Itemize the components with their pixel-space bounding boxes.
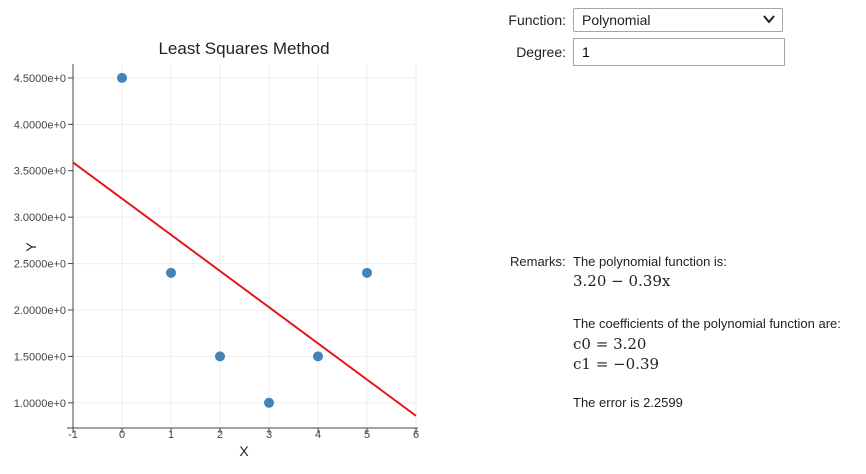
c0-name: c0 (573, 335, 591, 353)
regression-line (72, 161, 417, 417)
function-label: Function: (508, 12, 566, 28)
remarks-body: The polynomial function is: 3.20 − 0.39x… (573, 254, 863, 410)
data-points (117, 72, 372, 408)
chevron-down-icon (763, 15, 775, 24)
fit-line-layer (72, 161, 417, 417)
x-tick-label: 4 (315, 429, 321, 441)
error-text: The error is 2.2599 (573, 395, 683, 410)
x-axis-label: X (239, 443, 249, 459)
y-tick-label: 2.5000e+0 (14, 259, 66, 271)
data-point (215, 351, 225, 362)
tick-labels: -1 0 1 2 3 4 5 6 1.0000e+0 1.5000e+0 2.0000e+0 2.50… (14, 73, 419, 441)
y-axis-label: Y (23, 242, 39, 252)
data-point (362, 267, 372, 278)
x-tick-label: 5 (364, 429, 370, 441)
x-tick-label: -1 (68, 429, 78, 441)
data-point (117, 72, 127, 83)
remarks-label: Remarks: (510, 254, 566, 269)
chart-title: Least Squares Method (158, 39, 329, 58)
chart-area: Least Squares Method -1 0 1 2 3 4 5 6 1.0000e+0 1… (14, 39, 419, 459)
y-tick-label: 1.0000e+0 (14, 398, 66, 410)
data-point (264, 397, 274, 408)
x-tick-label: 3 (266, 429, 272, 441)
degree-label: Degree: (516, 44, 566, 60)
grid-lines (72, 64, 417, 426)
coefficient-c1: c1 = −0.39 (573, 355, 863, 373)
polynomial-intro: The polynomial function is: (573, 254, 727, 269)
x-tick-label: 1 (168, 429, 174, 441)
polynomial-expression: 3.20 − 0.39x (573, 272, 671, 290)
least-squares-chart: Least Squares Method -1 0 1 2 3 4 5 6 1.0000e+0 1… (14, 39, 419, 459)
y-tick-label: 4.5000e+0 (14, 73, 66, 85)
c0-value: = 3.20 (595, 335, 647, 353)
axes (67, 64, 418, 429)
coefficients-intro: The coefficients of the polynomial funct… (573, 316, 841, 331)
x-tick-label: 6 (413, 429, 419, 441)
function-select-value: Polynomial (582, 12, 651, 28)
data-point (166, 267, 176, 278)
y-tick-label: 3.0000e+0 (14, 212, 66, 224)
data-point (313, 351, 323, 362)
coefficient-c0: c0 = 3.20 (573, 335, 863, 353)
y-tick-label: 1.5000e+0 (14, 351, 66, 363)
function-select[interactable]: Polynomial (573, 8, 783, 32)
c1-value: = −0.39 (595, 355, 660, 373)
y-tick-label: 2.0000e+0 (14, 305, 66, 317)
x-tick-label: 2 (217, 429, 223, 441)
y-tick-label: 4.0000e+0 (14, 119, 66, 131)
c1-name: c1 (573, 355, 591, 373)
y-tick-label: 3.5000e+0 (14, 166, 66, 178)
x-tick-label: 0 (119, 429, 125, 441)
degree-input[interactable] (573, 38, 785, 66)
